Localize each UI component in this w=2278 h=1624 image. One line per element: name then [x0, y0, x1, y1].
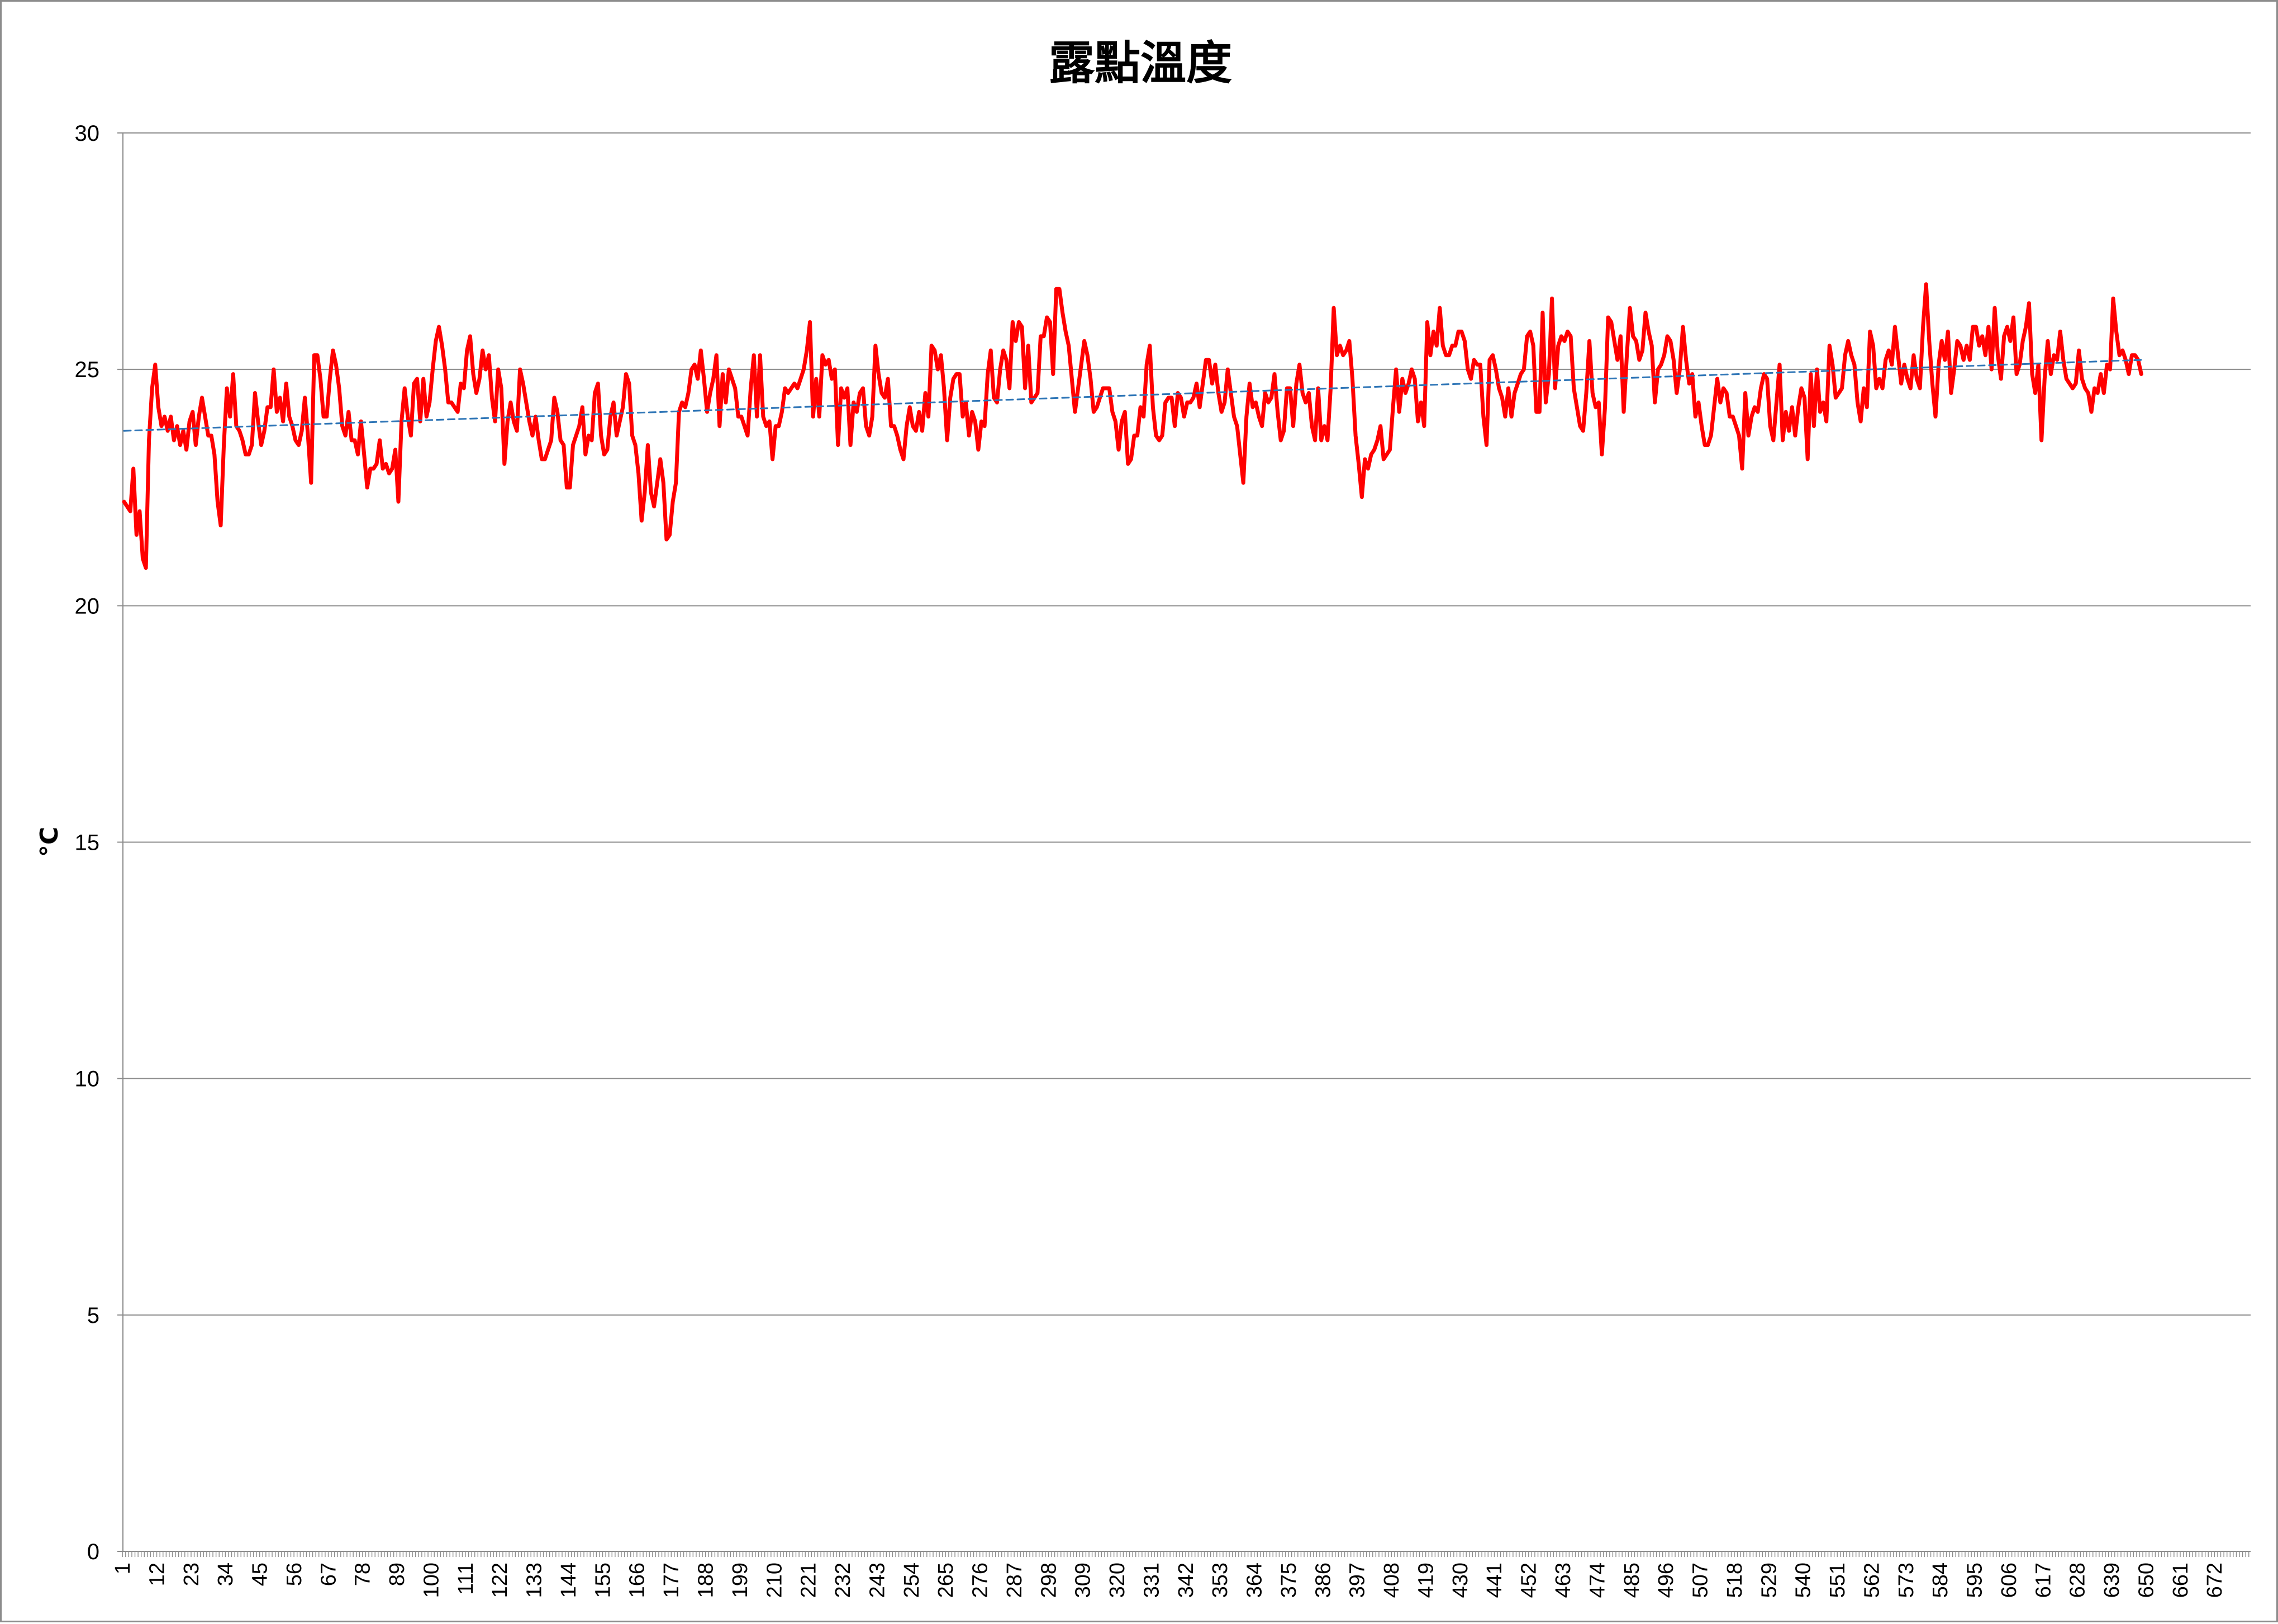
y-tick-label: 25: [75, 358, 100, 382]
x-tick-label: 639: [2100, 1563, 2124, 1598]
x-tick-label: 606: [1998, 1563, 2021, 1598]
x-tick-label: 595: [1963, 1563, 1987, 1598]
x-tick-label: 12: [145, 1563, 169, 1586]
x-tick-label: 375: [1277, 1563, 1301, 1598]
x-tick-label: 320: [1106, 1563, 1129, 1598]
x-tick-label: 210: [763, 1563, 786, 1598]
x-tick-label: 364: [1243, 1563, 1267, 1598]
y-tick-label: 20: [75, 594, 100, 618]
x-tick-label: 386: [1311, 1563, 1335, 1598]
y-tick-label: 15: [75, 831, 100, 855]
x-tick-label: 331: [1140, 1563, 1163, 1598]
x-tick-label: 100: [420, 1563, 443, 1598]
x-tick-label: 628: [2066, 1563, 2090, 1598]
x-tick-label: 67: [317, 1563, 340, 1586]
x-tick-label: 672: [2203, 1563, 2227, 1598]
x-tick-label: 45: [249, 1563, 272, 1586]
x-tick-label: 650: [2134, 1563, 2158, 1598]
x-tick-label: 507: [1689, 1563, 1713, 1598]
x-tick-label: 276: [969, 1563, 992, 1598]
x-tick-label: 551: [1826, 1563, 1849, 1598]
x-tick-label: 485: [1620, 1563, 1644, 1598]
x-tick-label: 518: [1723, 1563, 1747, 1598]
x-tick-label: 221: [797, 1563, 821, 1598]
x-tick-label: 287: [1003, 1563, 1026, 1598]
dew-point-series: [122, 282, 2143, 570]
x-tick-label: 34: [214, 1563, 237, 1586]
x-tick-label: 474: [1586, 1563, 1609, 1598]
x-tick-label: 562: [1860, 1563, 1884, 1598]
x-tick-label: 177: [660, 1563, 683, 1598]
y-tick-label: 10: [75, 1067, 100, 1092]
x-tick-labels: 1 12 23 34 45 56 67 78 89 100 111 122 133 144 155 166 17…: [111, 1563, 2227, 1598]
x-tick-label: 1: [111, 1563, 135, 1574]
x-tick-label: 23: [180, 1563, 203, 1586]
x-tick-label: 133: [523, 1563, 546, 1598]
x-tick-label: 56: [283, 1563, 306, 1586]
x-tick-label: 342: [1174, 1563, 1198, 1598]
x-tick-label: 111: [454, 1563, 478, 1595]
x-tick-label: 430: [1449, 1563, 1472, 1598]
x-tick-label: 265: [934, 1563, 958, 1598]
x-tick-label: 463: [1552, 1563, 1575, 1598]
y-tick-label: 0: [87, 1540, 99, 1564]
x-tick-label: 573: [1895, 1563, 1918, 1598]
x-tick-label: 166: [626, 1563, 649, 1598]
x-tick-label: 617: [2032, 1563, 2055, 1598]
x-tick-label: 397: [1346, 1563, 1369, 1598]
y-axis-label: °C: [35, 827, 64, 857]
series-layer: [122, 282, 2143, 570]
trendline-series: [123, 359, 2142, 432]
x-tick-label: 188: [694, 1563, 717, 1598]
x-tick-label: 89: [386, 1563, 409, 1586]
x-tick-label: 254: [900, 1563, 924, 1598]
x-tick-label: 78: [351, 1563, 375, 1586]
x-tick-label: 584: [1929, 1563, 1952, 1598]
x-tick-label: 661: [2169, 1563, 2193, 1598]
x-tick-label: 155: [591, 1563, 615, 1598]
chart-title: 露點溫度: [1049, 37, 1232, 90]
x-tick-label: 529: [1757, 1563, 1781, 1598]
x-tick-label: 144: [557, 1563, 581, 1598]
y-tick-labels: 0 5 10 15 20 25 30: [75, 121, 100, 1564]
x-tick-label: 408: [1380, 1563, 1404, 1598]
x-tick-label: 232: [831, 1563, 855, 1598]
x-axis: [122, 133, 2251, 1557]
x-tick-label: 122: [488, 1563, 512, 1598]
y-tick-label: 5: [87, 1303, 99, 1328]
x-tick-label: 309: [1072, 1563, 1095, 1598]
x-tick-label: 452: [1518, 1563, 1541, 1598]
x-tick-label: 243: [865, 1563, 889, 1598]
x-tick-label: 199: [729, 1563, 752, 1598]
x-tick-label: 441: [1483, 1563, 1506, 1598]
x-tick-label: 419: [1414, 1563, 1438, 1598]
y-tick-label: 30: [75, 121, 100, 146]
gridlines: [117, 132, 2251, 1552]
x-tick-label: 353: [1209, 1563, 1232, 1598]
x-tick-label: 496: [1654, 1563, 1678, 1598]
x-tick-label: 540: [1792, 1563, 1815, 1598]
x-tick-label: 298: [1037, 1563, 1060, 1598]
